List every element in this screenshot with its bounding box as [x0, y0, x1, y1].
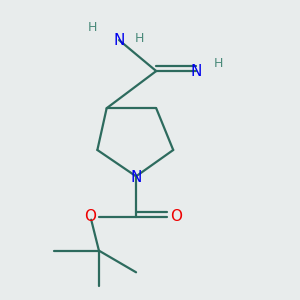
- Text: H: H: [134, 32, 144, 45]
- Text: O: O: [170, 209, 182, 224]
- Text: H: H: [213, 57, 223, 70]
- Text: N: N: [113, 33, 125, 48]
- Text: O: O: [84, 209, 96, 224]
- Text: N: N: [130, 170, 142, 185]
- Text: N: N: [191, 64, 202, 79]
- Text: H: H: [88, 21, 98, 34]
